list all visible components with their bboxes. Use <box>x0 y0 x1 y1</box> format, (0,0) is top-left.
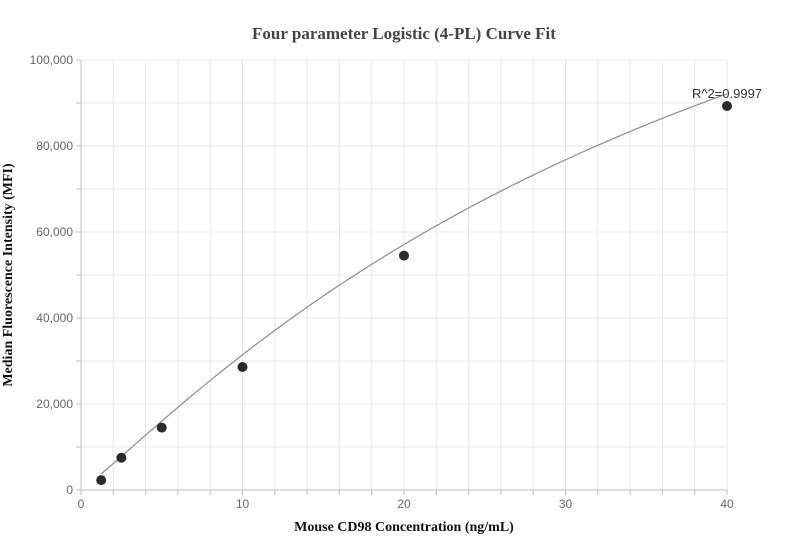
y-axis-label: Median Fluorescence Intensity (MFI) <box>1 163 16 387</box>
x-tick-label: 10 <box>236 497 250 511</box>
point-layer <box>96 101 732 486</box>
data-point <box>399 250 409 261</box>
x-axis-label: Mouse CD98 Concentration (ng/mL) <box>294 520 514 535</box>
data-point <box>96 475 107 486</box>
y-tick-label: 40,000 <box>36 311 73 325</box>
y-tick-label: 80,000 <box>36 139 73 153</box>
x-tick-label: 40 <box>720 497 734 511</box>
x-tick-label: 30 <box>559 497 573 511</box>
chart-title: Four parameter Logistic (4-PL) Curve Fit <box>252 24 556 43</box>
data-point <box>722 101 732 112</box>
grid-layer <box>80 59 728 491</box>
y-tick-label: 100,000 <box>30 53 74 67</box>
data-point <box>116 452 127 463</box>
data-point <box>156 422 167 433</box>
y-tick-label: 0 <box>66 483 73 497</box>
x-tick-label: 0 <box>78 497 85 511</box>
data-point <box>237 362 248 373</box>
curve-layer <box>100 93 728 475</box>
y-tick-label: 60,000 <box>36 225 73 239</box>
y-tick-label: 20,000 <box>36 397 73 411</box>
r-squared-annotation: R^2=0.9997 <box>692 86 762 101</box>
fit-curve-line <box>100 93 728 475</box>
axis-layer: 0 10 20 30 40 0 20,000 40,000 60,000 80,000 100,00… <box>30 53 734 511</box>
x-tick-label: 20 <box>397 497 411 511</box>
